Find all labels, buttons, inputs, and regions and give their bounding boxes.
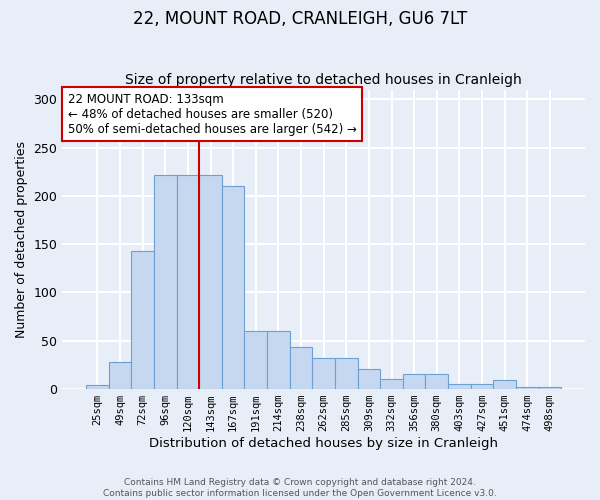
Text: 22, MOUNT ROAD, CRANLEIGH, GU6 7LT: 22, MOUNT ROAD, CRANLEIGH, GU6 7LT [133, 10, 467, 28]
Bar [335, 358, 358, 389]
Bar [199, 174, 222, 389]
Text: 22 MOUNT ROAD: 133sqm
← 48% of detached houses are smaller (520)
50% of semi-det: 22 MOUNT ROAD: 133sqm ← 48% of detached … [68, 92, 356, 136]
Bar [380, 380, 403, 389]
Bar [493, 380, 516, 389]
Bar [516, 387, 539, 389]
Title: Size of property relative to detached houses in Cranleigh: Size of property relative to detached ho… [125, 73, 522, 87]
X-axis label: Distribution of detached houses by size in Cranleigh: Distribution of detached houses by size … [149, 437, 498, 450]
Bar [176, 174, 199, 389]
Bar [131, 251, 154, 389]
Bar [109, 362, 131, 389]
Bar [539, 387, 561, 389]
Text: Contains HM Land Registry data © Crown copyright and database right 2024.
Contai: Contains HM Land Registry data © Crown c… [103, 478, 497, 498]
Bar [471, 384, 493, 389]
Bar [403, 374, 425, 389]
Bar [358, 369, 380, 389]
Bar [267, 331, 290, 389]
Bar [313, 358, 335, 389]
Bar [425, 374, 448, 389]
Bar [244, 331, 267, 389]
Bar [290, 346, 313, 389]
Bar [448, 384, 471, 389]
Bar [154, 174, 176, 389]
Y-axis label: Number of detached properties: Number of detached properties [15, 141, 28, 338]
Bar [86, 385, 109, 389]
Bar [222, 186, 244, 389]
